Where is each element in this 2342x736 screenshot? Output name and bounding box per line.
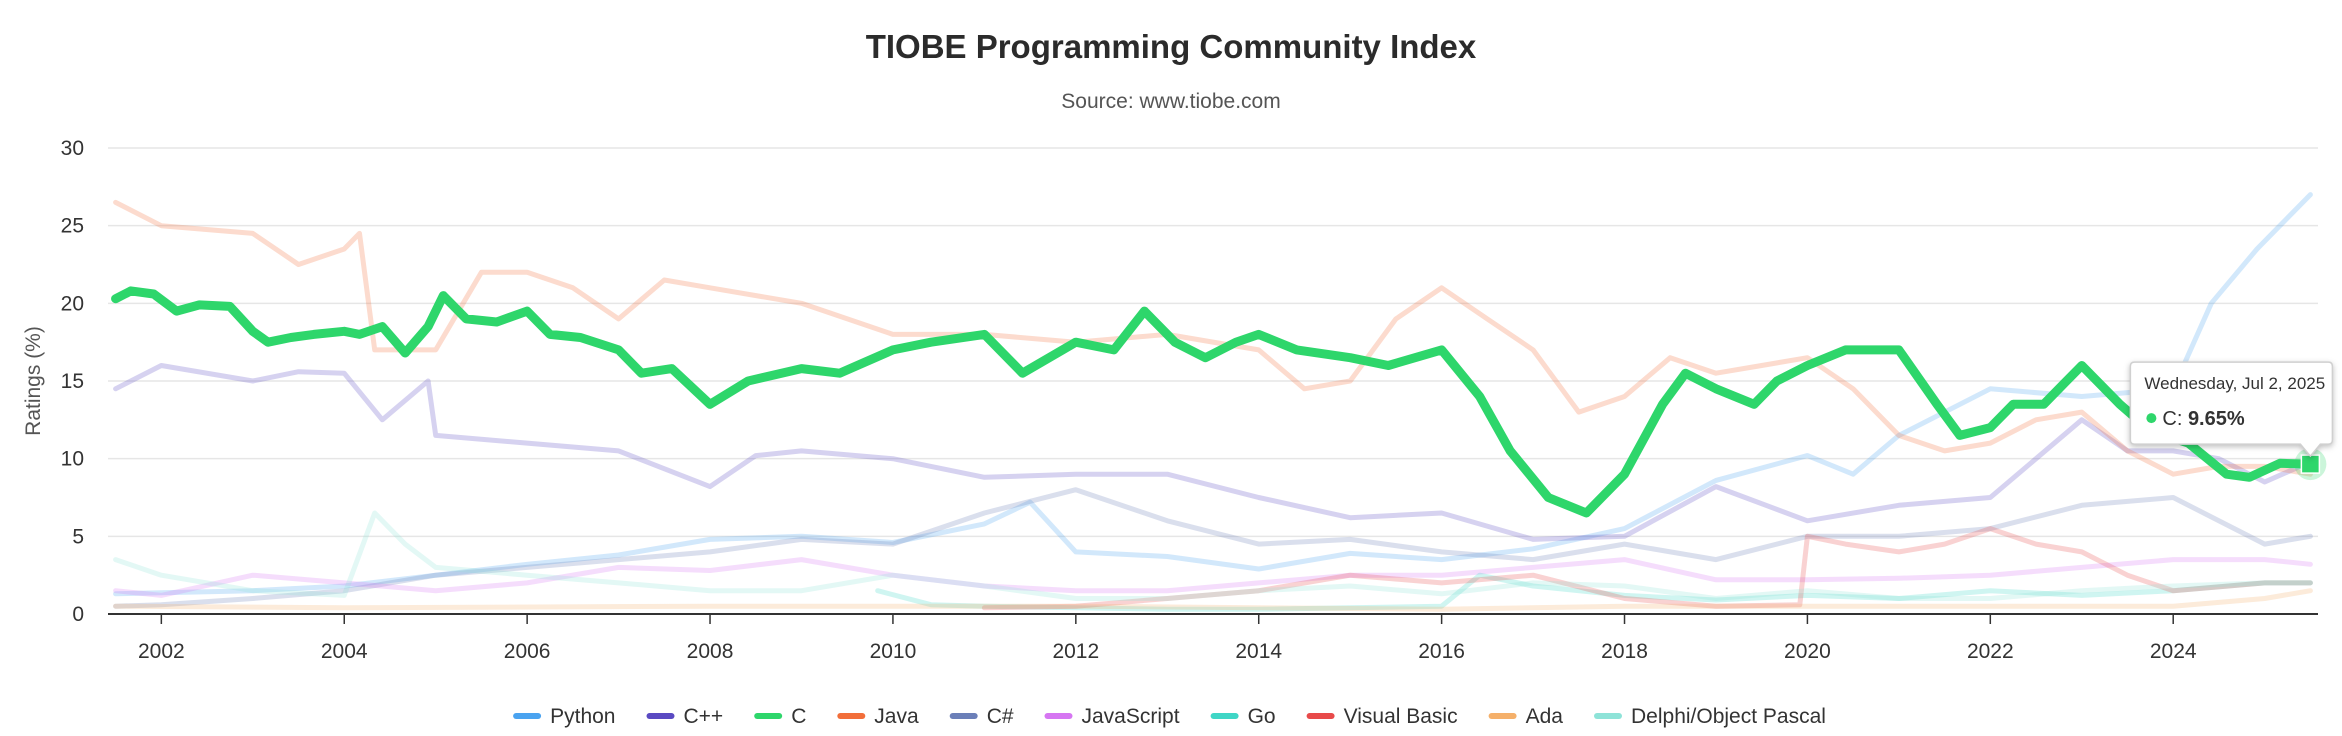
tooltip-box [2129, 361, 2334, 458]
x-tick-label: 2024 [2150, 640, 2197, 663]
x-tick-label: 2014 [1235, 640, 1282, 663]
y-tick-label: 25 [61, 215, 84, 238]
legend-label: Visual Basic [1344, 705, 1458, 728]
y-tick-label: 10 [61, 448, 84, 471]
series-line-c[interactable] [111, 286, 2315, 518]
legend-label: C [791, 705, 806, 728]
x-tick-label: 2016 [1418, 640, 1465, 663]
highlight-point[interactable] [2300, 454, 2321, 474]
legend-item[interactable]: Java [837, 705, 919, 728]
legend-item[interactable]: Go [1210, 705, 1276, 728]
x-tick-label: 2010 [870, 640, 917, 663]
series-line-python[interactable] [113, 192, 2313, 597]
y-tick-label: 0 [72, 603, 84, 626]
legend-label: Delphi/Object Pascal [1631, 705, 1826, 728]
legend-label: C++ [684, 705, 724, 728]
y-axis-label: Ratings (%) [22, 326, 45, 436]
x-tick-label: 2020 [1784, 640, 1831, 663]
legend-item[interactable]: Delphi/Object Pascal [1594, 705, 1826, 728]
x-tick-label: 2006 [504, 640, 551, 663]
x-axis-ticks: 2002 2004 2006 2008 2010 2012 2014 2016 2018 2020… [138, 614, 2197, 663]
highlight-marker-group [2294, 448, 2327, 481]
series-lines [111, 192, 2315, 612]
legend-label: Java [874, 705, 919, 728]
legend-label: C# [987, 705, 1014, 728]
series-line-c-[interactable] [113, 363, 2313, 542]
tooltip: Wednesday, Jul 2, 2025 C: 9.65% [2129, 361, 2334, 458]
y-tick-label: 20 [61, 292, 84, 315]
x-tick-label: 2002 [138, 640, 185, 663]
legend-label: Go [1248, 705, 1276, 728]
tooltip-value: 9.65% [2188, 408, 2245, 430]
x-tick-label: 2012 [1052, 640, 1099, 663]
legend-item[interactable]: C [754, 705, 806, 728]
legend-item[interactable]: C++ [646, 705, 724, 728]
series-line-go[interactable] [875, 572, 2313, 612]
series-line-visual-basic[interactable] [981, 526, 2313, 611]
x-tick-label: 2004 [321, 640, 368, 663]
legend-label: Python [550, 705, 615, 728]
legend-label: JavaScript [1082, 705, 1180, 728]
tooltip-series-dot [2146, 413, 2157, 424]
series-line-javascript[interactable] [113, 557, 2313, 598]
y-axis-ticks: 0 5 10 15 20 25 30 [61, 137, 84, 626]
chart-subtitle: Source: www.tiobe.com [1061, 90, 1280, 113]
grid-lines [108, 147, 2318, 615]
legend-item[interactable]: Ada [1488, 705, 1564, 728]
tooltip-series-label: C: [2162, 408, 2188, 430]
tooltip-value-line: C: 9.65% [2162, 408, 2244, 430]
x-tick-label: 2018 [1601, 640, 1648, 663]
legend-item[interactable]: Python [513, 705, 615, 728]
y-tick-label: 5 [72, 525, 84, 548]
legend-item[interactable]: C# [949, 705, 1014, 728]
y-tick-label: 15 [61, 370, 84, 393]
x-tick-label: 2022 [1967, 640, 2014, 663]
legend: Python C++ C Java C# JavaScript Go Visual Basic… [513, 705, 1826, 728]
legend-label: Ada [1526, 705, 1564, 728]
y-tick-label: 30 [61, 137, 84, 160]
legend-item[interactable]: JavaScript [1044, 705, 1180, 728]
series-line-delphi-object-pascal[interactable] [113, 510, 2313, 601]
series-line-c-[interactable] [113, 487, 2313, 609]
series-line-ada[interactable] [113, 588, 2313, 612]
x-tick-label: 2008 [687, 640, 734, 663]
series-line-java[interactable] [113, 199, 2313, 477]
chart-title: TIOBE Programming Community Index [866, 28, 1477, 65]
legend-item[interactable]: Visual Basic [1306, 705, 1458, 728]
tooltip-date: Wednesday, Jul 2, 2025 [2144, 374, 2325, 393]
